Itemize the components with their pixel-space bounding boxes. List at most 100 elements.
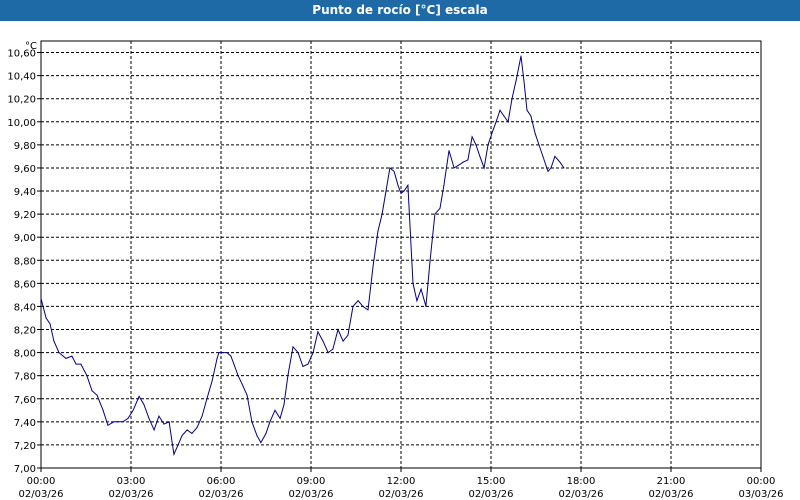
data-point xyxy=(453,167,455,169)
data-point xyxy=(65,357,67,359)
data-point xyxy=(347,334,349,336)
data-point xyxy=(479,155,481,157)
data-point xyxy=(302,365,304,367)
y-tick-label: 9,60 xyxy=(14,164,36,175)
y-tick-label: 8,80 xyxy=(14,256,36,267)
data-point xyxy=(511,98,513,100)
data-point xyxy=(173,453,175,455)
data-point xyxy=(400,192,402,194)
data-point xyxy=(327,352,329,354)
data-point xyxy=(367,309,369,311)
y-tick-label: 7,00 xyxy=(14,464,36,475)
y-tick-label: 8,40 xyxy=(14,302,36,313)
data-point xyxy=(177,444,179,446)
chart-title: Punto de rocío [°C] escala xyxy=(0,0,800,21)
data-point xyxy=(495,121,497,123)
data-point xyxy=(317,331,319,333)
x-axis: 00:00 02/03/26 03:00 02/03/26 06:00 02/03/26 0… xyxy=(19,468,784,500)
data-point xyxy=(538,144,540,146)
x-tick-date-label: 02/03/26 xyxy=(469,489,514,500)
data-point xyxy=(554,155,556,157)
data-point xyxy=(475,144,477,146)
data-point xyxy=(385,190,387,192)
data-point xyxy=(49,323,51,325)
data-point xyxy=(322,340,324,342)
y-axis: 7,00 7,20 7,40 7,60 7,80 8,00 8,20 8,40 8,60 8,80… xyxy=(7,49,41,475)
y-tick-label: 10,40 xyxy=(7,72,36,83)
y-axis-unit-label: °C xyxy=(25,41,37,52)
data-point xyxy=(274,409,276,411)
data-point xyxy=(429,259,431,261)
data-point xyxy=(412,282,414,284)
data-points xyxy=(40,55,565,455)
data-point xyxy=(143,404,145,405)
data-point xyxy=(196,427,198,429)
y-tick-label: 9,40 xyxy=(14,187,36,198)
y-tick-label: 9,20 xyxy=(14,210,36,221)
data-point xyxy=(148,417,150,419)
data-point xyxy=(462,161,464,163)
data-point xyxy=(107,424,109,426)
data-point xyxy=(507,121,509,123)
data-point xyxy=(226,352,228,354)
y-tick-label: 7,40 xyxy=(14,418,36,429)
data-point xyxy=(91,390,93,392)
x-tick-time-label: 03:00 xyxy=(117,476,146,487)
data-point xyxy=(153,429,155,431)
data-point xyxy=(526,109,528,111)
y-tick-label: 8,60 xyxy=(14,279,36,290)
data-point xyxy=(467,159,469,161)
x-tick-date-label: 02/03/26 xyxy=(559,489,604,500)
x-tick-time-label: 00:00 xyxy=(747,476,776,487)
data-point xyxy=(230,355,232,357)
data-point xyxy=(206,398,208,400)
data-point xyxy=(181,435,183,437)
data-point xyxy=(307,363,309,365)
chart-area: 7,00 7,20 7,40 7,60 7,80 8,00 8,20 8,40 8,60 8,80… xyxy=(0,21,800,500)
y-tick-label: 7,20 xyxy=(14,441,36,452)
data-point xyxy=(113,421,115,423)
data-point xyxy=(283,404,285,405)
data-point xyxy=(357,300,359,302)
data-point xyxy=(499,109,501,111)
data-point xyxy=(168,421,170,423)
data-point xyxy=(439,207,441,209)
data-point xyxy=(416,300,418,302)
data-point xyxy=(256,435,258,437)
data-point xyxy=(389,167,391,169)
data-point xyxy=(45,317,47,319)
series-line xyxy=(40,55,565,456)
data-point xyxy=(265,432,267,434)
data-point xyxy=(377,230,379,232)
data-point xyxy=(520,55,522,57)
x-tick-time-label: 18:00 xyxy=(567,476,596,487)
x-tick-date-label: 02/03/26 xyxy=(649,489,694,500)
data-point xyxy=(483,167,485,169)
data-point xyxy=(362,305,364,307)
x-tick-date-label: 02/03/26 xyxy=(379,489,424,500)
data-point xyxy=(75,363,77,365)
data-point xyxy=(523,80,525,82)
data-point xyxy=(279,417,281,419)
data-point xyxy=(287,375,289,377)
data-point xyxy=(211,380,213,382)
y-tick-label: 7,80 xyxy=(14,372,36,383)
data-point xyxy=(71,355,73,357)
data-point xyxy=(530,115,532,117)
data-point xyxy=(218,352,220,354)
x-tick-date-label: 02/03/26 xyxy=(289,489,334,500)
x-tick-date-label: 03/03/26 xyxy=(739,489,784,500)
data-point xyxy=(372,265,374,267)
data-point xyxy=(292,346,294,348)
data-point xyxy=(471,136,473,138)
data-point xyxy=(425,305,427,307)
data-point xyxy=(86,375,88,377)
data-point xyxy=(547,170,549,172)
x-tick-time-label: 06:00 xyxy=(207,476,236,487)
data-point xyxy=(332,348,334,350)
data-point xyxy=(127,417,129,419)
data-point xyxy=(487,144,489,146)
x-tick-date-label: 02/03/26 xyxy=(19,489,64,500)
y-tick-label: 8,00 xyxy=(14,349,36,360)
